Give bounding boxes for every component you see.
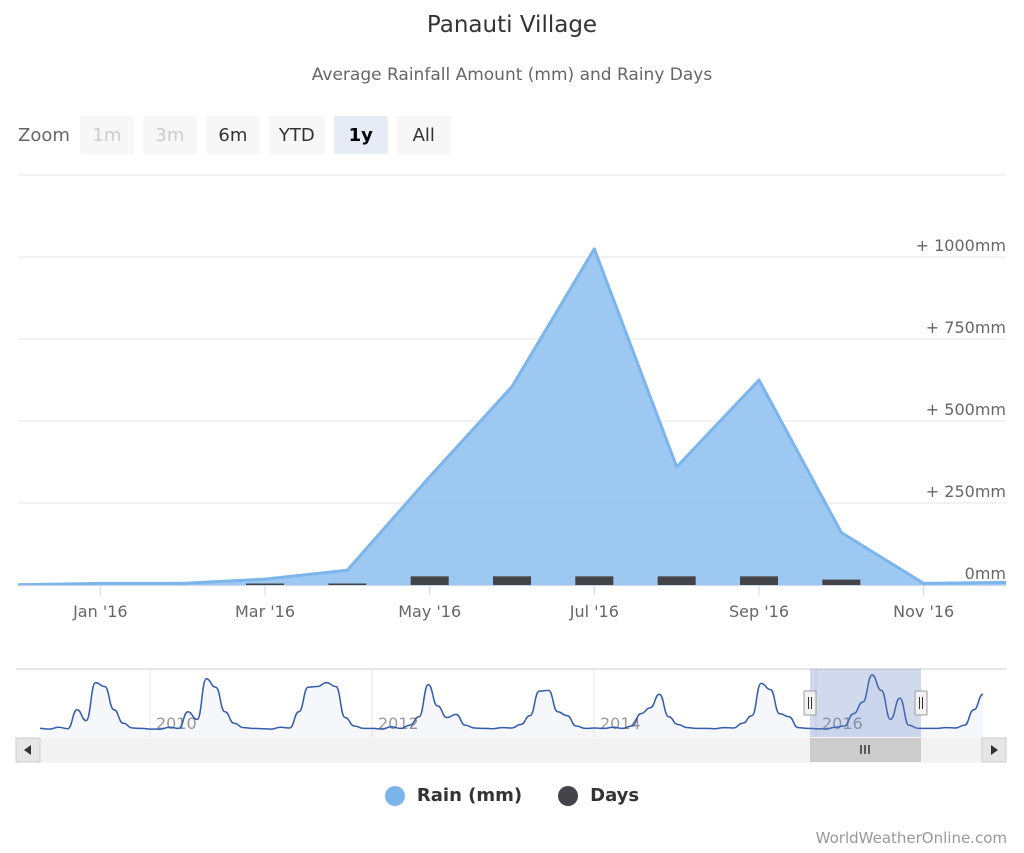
rain-area-series	[17, 247, 1007, 587]
legend-days-marker	[558, 785, 579, 806]
legend-item-rain[interactable]: Rain (mm)	[384, 785, 523, 806]
handle-body	[914, 690, 928, 716]
chart-title: Panauti Village	[426, 12, 598, 38]
y-tick-label: 0mm	[965, 564, 1006, 583]
rain-area-fill	[18, 248, 1006, 586]
zoom-6m-button[interactable]: 6m	[205, 116, 260, 154]
navigator-line	[39, 674, 984, 730]
days-column	[575, 576, 614, 585]
chevron-left-icon	[24, 745, 31, 755]
navigator-selection	[810, 669, 921, 737]
x-tick-label: Sep '16	[729, 602, 789, 621]
scrollbar[interactable]	[15, 737, 1007, 763]
chevron-right-icon	[991, 745, 998, 755]
zoom-1m-button[interactable]: 1m	[79, 116, 134, 154]
x-tick-label: Jan '16	[72, 602, 128, 621]
y-tick-label: + 750mm	[926, 318, 1006, 337]
navigator-handle-right[interactable]	[914, 690, 928, 716]
y-tick-label: + 250mm	[926, 482, 1006, 501]
x-tick-label: Mar '16	[235, 602, 295, 621]
handle-body	[803, 690, 817, 716]
zoom-all-button[interactable]: All	[396, 116, 451, 154]
days-column	[246, 583, 284, 585]
chart-legend: Rain (mm) Days	[0, 785, 1024, 806]
navigator-handle-left[interactable]	[803, 690, 817, 716]
days-column-series	[246, 576, 861, 585]
x-tick-label: Nov '16	[893, 602, 954, 621]
days-column	[657, 576, 696, 585]
legend-rain-marker	[384, 785, 405, 806]
zoom-1y-button[interactable]: 1y	[333, 116, 388, 154]
scroll-left-button[interactable]	[15, 737, 41, 763]
legend-item-days[interactable]: Days	[558, 785, 639, 806]
scroll-right-button[interactable]	[981, 737, 1007, 763]
legend-days-label: Days	[590, 785, 640, 806]
axes: 0mm + 250mm + 500mm + 750mm + 1000mm Jan '16 M…	[18, 236, 1006, 621]
zoom-3m-button[interactable]: 3m	[142, 116, 197, 154]
y-tick-label: + 500mm	[926, 400, 1006, 419]
navigator-year-label: 2012	[378, 714, 419, 733]
zoom-label: Zoom	[18, 124, 70, 146]
credit-link[interactable]: WorldWeatherOnline.com	[815, 829, 1007, 847]
days-column	[410, 576, 449, 585]
days-column	[740, 576, 778, 585]
x-tick-label: Jul '16	[569, 602, 619, 621]
navigator-area	[40, 674, 983, 737]
legend-rain-label: Rain (mm)	[416, 785, 523, 806]
navigator[interactable]: 2010 2012 2014 2016	[15, 668, 1007, 763]
y-tick-label: + 1000mm	[916, 236, 1006, 255]
days-column	[493, 576, 531, 585]
days-column	[822, 579, 861, 585]
navigator-year-label: 2014	[600, 714, 641, 733]
days-column	[328, 583, 367, 585]
zoom-ytd-button[interactable]: YTD	[268, 116, 325, 154]
x-tick-label: May '16	[398, 602, 461, 621]
chart-subtitle: Average Rainfall Amount (mm) and Rainy D…	[311, 65, 713, 85]
zoom-range-selector: Zoom 1m 3m 6m YTD 1y All	[18, 116, 460, 154]
